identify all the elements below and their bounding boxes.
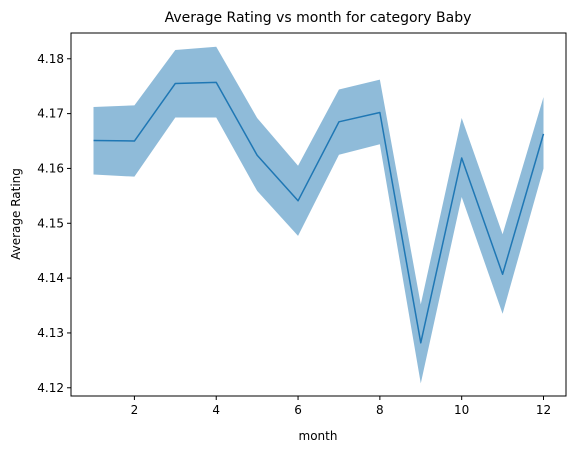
x-tick-label: 12 [536, 403, 551, 417]
y-tick-label: 4.15 [37, 216, 64, 230]
confidence-band [93, 46, 544, 384]
y-tick-label: 4.18 [37, 52, 64, 66]
y-tick-label: 4.16 [37, 161, 64, 175]
chart-title: Average Rating vs month for category Bab… [165, 10, 472, 26]
y-axis-title: Average Rating [9, 168, 23, 260]
y-tick-label: 4.17 [37, 107, 64, 121]
x-tick-label: 10 [454, 403, 469, 417]
series-line-layer [93, 81, 545, 344]
x-tick-label: 8 [376, 403, 384, 417]
plot-area-frame [70, 32, 567, 397]
confidence-band-layer [93, 46, 544, 384]
y-tick-label: 4.12 [37, 381, 64, 395]
y-tick-label: 4.13 [37, 326, 64, 340]
x-axis-ticks: 2 4 6 8 10 12 [131, 396, 551, 417]
x-tick-label: 2 [131, 403, 139, 417]
x-tick-label: 6 [294, 403, 302, 417]
y-axis-ticks: 4.12 4.13 4.14 4.15 4.16 4.17 4.18 [37, 52, 71, 395]
y-tick-label: 4.14 [37, 271, 64, 285]
x-tick-label: 4 [212, 403, 220, 417]
series-line [93, 81, 545, 344]
x-axis-title: month [299, 429, 338, 443]
